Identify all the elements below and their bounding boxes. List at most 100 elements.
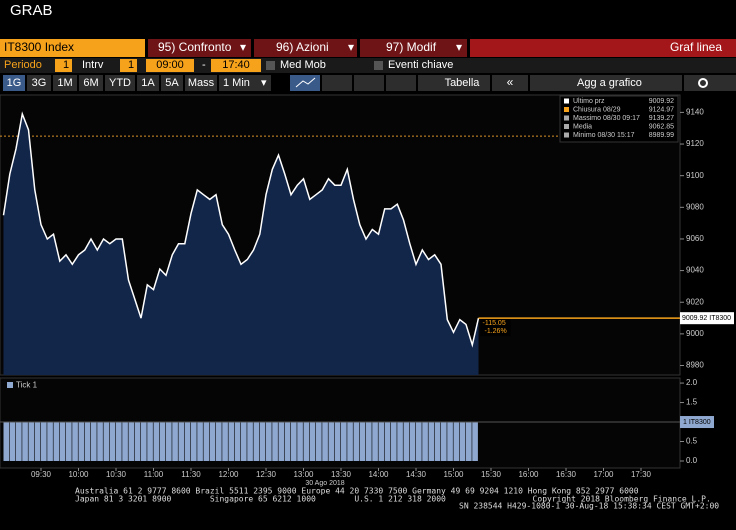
view-label[interactable]: Graf linea: [670, 40, 722, 54]
legend-swatch: [564, 124, 569, 129]
volume-bar: [391, 422, 397, 461]
footer-line: Australia 61 2 9777 8600 Brazil 5511 239…: [75, 487, 639, 496]
volume-bar: [122, 422, 128, 461]
range-button[interactable]: [185, 75, 217, 91]
volume-last-label: 1 IT8300: [683, 419, 711, 426]
volume-bar: [416, 422, 422, 461]
volume-bar: [147, 422, 153, 461]
range-button[interactable]: [79, 75, 103, 91]
interval[interactable]: 1: [128, 59, 134, 71]
x-tick-label: 09:30: [31, 470, 52, 479]
volume-bar: [466, 422, 472, 461]
y-tick-label: 8980: [686, 361, 704, 370]
y-tick-label: 9060: [686, 234, 704, 243]
y-tick-label: 9000: [686, 329, 704, 338]
input[interactable]: [120, 59, 137, 72]
volume-bar: [222, 422, 228, 461]
icon-button[interactable]: [322, 75, 352, 91]
end-time[interactable]: 17:40: [222, 59, 250, 71]
volume-bar: [278, 422, 285, 461]
volume-bar: [84, 422, 91, 461]
checkbox[interactable]: [266, 61, 275, 70]
interval-label: Intrv: [82, 59, 104, 71]
icon-button[interactable]: [290, 75, 320, 91]
option[interactable]: Med Mob: [280, 59, 326, 71]
input[interactable]: [55, 59, 72, 72]
range-label[interactable]: 5A: [165, 77, 179, 89]
range-label[interactable]: 1 Min: [223, 77, 250, 89]
range-label[interactable]: YTD: [109, 77, 131, 89]
button[interactable]: [530, 75, 682, 91]
dash: -: [202, 59, 206, 71]
input[interactable]: [211, 59, 261, 72]
menu[interactable]: [254, 39, 357, 57]
settings-button[interactable]: [684, 75, 736, 91]
back-button[interactable]: «: [507, 75, 514, 89]
option[interactable]: Eventi chiave: [388, 59, 453, 71]
volume-bar: [3, 422, 10, 461]
x-tick-label: 12:30: [256, 470, 277, 479]
window-title: GRAB: [10, 2, 53, 19]
area: [3, 114, 479, 375]
volume-bar: [322, 422, 328, 461]
range-button[interactable]: [137, 75, 159, 91]
range-button[interactable]: [161, 75, 183, 91]
volume-bar: [34, 422, 41, 461]
start-time[interactable]: 09:00: [156, 59, 184, 71]
range-label[interactable]: 1M: [57, 77, 72, 89]
volume-bar: [59, 422, 66, 461]
legend-value: 9139.27: [649, 115, 674, 122]
menu-label[interactable]: 97) Modif: [386, 40, 437, 54]
menu[interactable]: [148, 39, 251, 57]
menu[interactable]: [360, 39, 467, 57]
volume-bar: [134, 422, 141, 461]
range-label[interactable]: 3G: [32, 77, 47, 89]
range-label[interactable]: 6M: [83, 77, 98, 89]
range-button[interactable]: [53, 75, 77, 91]
volume-bar: [378, 422, 385, 461]
volume-bar: [203, 422, 210, 461]
button[interactable]: [492, 75, 528, 91]
ticker[interactable]: IT8300 Index: [4, 40, 74, 54]
volume-bar: [347, 422, 353, 461]
table-button[interactable]: Tabella: [445, 77, 481, 89]
ticker-box[interactable]: [0, 39, 145, 57]
checkbox[interactable]: [374, 61, 383, 70]
volume-bar: [459, 422, 466, 461]
volume-bar: [191, 422, 197, 461]
volume-bar: [128, 422, 135, 461]
volume-legend-swatch: [7, 382, 13, 388]
range-button[interactable]: [219, 75, 271, 91]
range-button[interactable]: [27, 75, 51, 91]
volume-bar: [328, 422, 335, 461]
y-tick-label: 1.5: [686, 398, 698, 407]
legend-name: Ultimo prz: [573, 98, 605, 105]
volume-bar: [272, 422, 278, 461]
range-button[interactable]: [3, 75, 25, 91]
volume-bar: [141, 422, 147, 461]
input[interactable]: [146, 59, 194, 72]
range-label[interactable]: Mass: [188, 77, 215, 89]
volume-bar: [172, 422, 178, 461]
volume-bar: [397, 422, 403, 461]
range-button[interactable]: [105, 75, 135, 91]
range-label[interactable]: 1G: [7, 77, 22, 89]
volume-bar: [241, 422, 247, 461]
menu-label[interactable]: 96) Azioni: [276, 40, 329, 54]
add-button[interactable]: Agg a grafico: [577, 77, 642, 89]
button[interactable]: [418, 75, 490, 91]
volume-bar: [78, 422, 85, 461]
volume-bar: [428, 422, 435, 461]
range-label[interactable]: 1A: [141, 77, 155, 89]
y-tick-label: 9040: [686, 266, 704, 275]
menu-label[interactable]: 95) Confronto: [158, 40, 232, 54]
volume-bar: [453, 422, 460, 461]
volume-bar: [16, 422, 22, 461]
x-tick-label: 11:00: [144, 470, 164, 479]
y-tick-label: 0.0: [686, 456, 698, 465]
volume-bar: [22, 422, 28, 461]
icon-button[interactable]: [354, 75, 384, 91]
icon-button[interactable]: [386, 75, 416, 91]
period[interactable]: 1: [63, 59, 69, 71]
volume-bar: [247, 422, 253, 461]
